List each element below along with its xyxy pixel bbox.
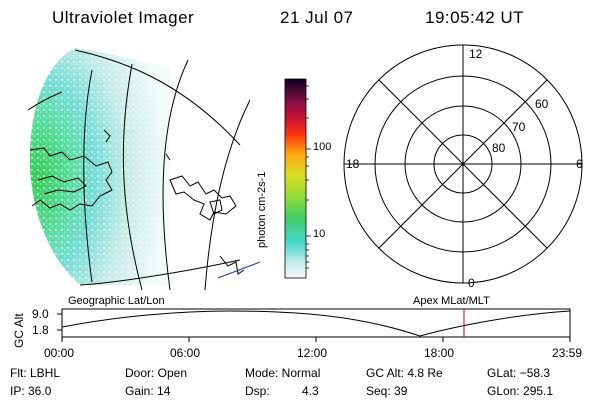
- altitude-ytick-min: 1.8: [32, 323, 49, 337]
- colorbar-scale: [284, 78, 307, 279]
- status-seq: Seq: 39: [366, 384, 408, 398]
- altitude-ylabel: GC Alt: [12, 313, 26, 348]
- mlt-axis-diagonal-b: [378, 79, 548, 249]
- altitude-xtick-0600: 06:00: [170, 346, 201, 360]
- uv-emission-image: [29, 48, 262, 285]
- mlat-label-80: 80: [492, 141, 506, 155]
- status-gc-alt: GC Alt: 4.8 Re: [366, 366, 443, 380]
- instrument-title: Ultraviolet Imager: [52, 8, 195, 27]
- image-time: 19:05:42 UT: [425, 8, 525, 27]
- status-ip: IP: 36.0: [10, 384, 52, 398]
- altitude-xtick-1200: 12:00: [297, 346, 328, 360]
- colorbar-ticks: [306, 85, 311, 269]
- image-date: 21 Jul 07: [280, 8, 354, 27]
- status-dsp-label: Dsp:: [245, 384, 270, 398]
- apex-label: Apex MLat/MLT: [413, 295, 490, 307]
- altitude-ytick-max: 9.0: [32, 307, 49, 321]
- mlt-label-right: 6: [576, 157, 583, 171]
- altitude-xtick-2359: 23:59: [552, 346, 583, 360]
- status-filter: Flt: LBHL: [10, 366, 61, 380]
- colorbar-tick-100: 100: [313, 141, 332, 153]
- mlat-label-60: 60: [535, 97, 549, 111]
- status-door: Door: Open: [125, 366, 188, 380]
- mlt-label-bottom: 0: [468, 276, 475, 290]
- status-dsp-value: 4.3: [302, 384, 319, 398]
- mlt-label-top: 12: [469, 47, 483, 61]
- status-mode: Mode: Normal: [245, 366, 321, 380]
- geographic-grid: [27, 49, 251, 291]
- altitude-plot-frame: [61, 308, 571, 338]
- altitude-x-ticks: [57, 313, 571, 342]
- altitude-xtick-0000: 00:00: [44, 346, 75, 360]
- status-glon: GLon: 295.1: [487, 384, 554, 398]
- status-gain: Gain: 14: [125, 384, 171, 398]
- altitude-curve: [61, 310, 571, 337]
- mlt-label-left: 18: [346, 157, 360, 171]
- geographic-label: Geographic Lat/Lon: [68, 295, 165, 307]
- colorbar-tick-10: 10: [313, 228, 326, 240]
- altitude-xtick-1800: 18:00: [424, 346, 455, 360]
- mlat-label-70: 70: [512, 120, 526, 134]
- status-glat: GLat: −58.3: [487, 366, 551, 380]
- coastline-outlines: [29, 129, 261, 279]
